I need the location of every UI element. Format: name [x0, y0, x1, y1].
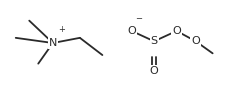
Text: S: S: [151, 36, 158, 46]
Text: +: +: [58, 25, 65, 34]
Text: O: O: [150, 66, 158, 76]
Text: −: −: [135, 14, 142, 23]
Text: N: N: [49, 38, 57, 48]
Text: O: O: [127, 26, 136, 36]
Text: O: O: [191, 36, 200, 46]
Text: O: O: [172, 26, 181, 36]
